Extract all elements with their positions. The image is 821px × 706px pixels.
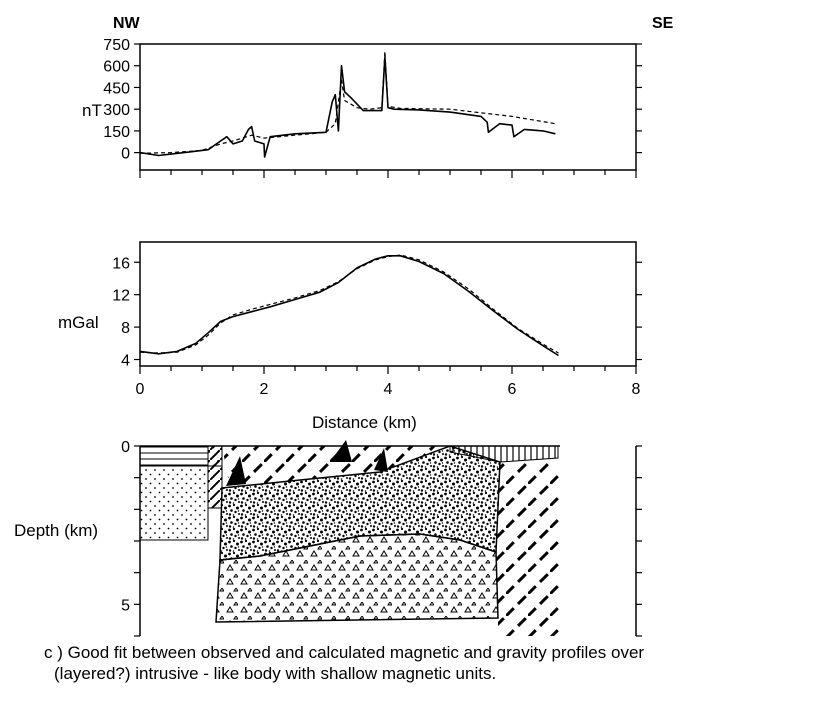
observed-profile-line: [139, 56, 556, 158]
hatched-country-rock-right: [496, 462, 560, 636]
direction-label-se: SE: [652, 15, 674, 32]
magnetic-y-ticks: 0 150 300 450 600 750: [103, 37, 642, 163]
y-tick-label: 450: [103, 80, 130, 97]
hatched-country-rock-top: [222, 446, 450, 488]
y-tick-label: 750: [103, 37, 130, 54]
depth-y-axis-label: Depth (km): [14, 521, 98, 540]
gravity-x-ticks: 0 2 4 6 8: [136, 366, 641, 398]
dotted-cap: [207, 445, 223, 467]
x-axis-label: Distance (km): [312, 413, 417, 432]
x-tick-label: 4: [384, 381, 393, 398]
y-tick-label: 150: [103, 124, 130, 141]
direction-label-nw: NW: [113, 15, 141, 32]
gravity-profile-chart: 4 8 12 16 0 2 4 6 8 mGal Distance (km): [58, 241, 642, 432]
caption-line-2: (layered?) intrusive - like body with sh…: [54, 664, 497, 683]
x-tick-label: 0: [136, 381, 145, 398]
depth-right-ticks: [636, 445, 642, 637]
magnetic-y-axis-label: nT: [82, 101, 102, 120]
calculated-profile-line: [139, 50, 556, 154]
observed-profile-line: [139, 255, 559, 357]
y-tick-label: 0: [121, 146, 130, 163]
caption-line-1: c ) Good fit between observed and calcul…: [44, 643, 645, 662]
depth-tick-label: 0: [121, 439, 130, 456]
magnetic-profile-chart: 0 150 300 450 600 750 nT: [82, 37, 642, 178]
depth-model-diagram: 05 Depth (km): [14, 439, 642, 637]
y-tick-label: 12: [112, 288, 130, 305]
gravity-y-ticks: 4 8 12 16: [112, 255, 642, 370]
x-tick-label: 6: [508, 381, 517, 398]
calculated-profile-line: [139, 254, 559, 354]
gravity-y-axis-label: mGal: [58, 313, 99, 332]
x-tick-label: 8: [632, 381, 641, 398]
depth-y-ticks: 05: [121, 439, 140, 637]
layered-shallow-unit: [139, 445, 209, 467]
gravity-series: [139, 254, 559, 357]
magnetic-x-ticks: [139, 170, 637, 178]
y-tick-label: 600: [103, 59, 130, 76]
shallow-magnetic-unit-1: [330, 440, 352, 462]
dotted-unit-left: [139, 465, 209, 541]
y-tick-label: 300: [103, 102, 130, 119]
depth-tick-label: 5: [121, 597, 130, 614]
basal-triangle-unit: [215, 533, 499, 623]
y-tick-label: 16: [112, 255, 130, 272]
y-tick-label: 8: [121, 320, 130, 337]
magnetic-series: [139, 50, 556, 158]
x-tick-label: 2: [260, 381, 269, 398]
surface-strip: [449, 445, 559, 463]
shallow-magnetic-unit-2: [374, 448, 388, 472]
shallow-magnetic-unit-3: [226, 456, 246, 486]
gravity-plot-frame: [139, 241, 637, 367]
y-tick-label: 4: [121, 353, 130, 370]
